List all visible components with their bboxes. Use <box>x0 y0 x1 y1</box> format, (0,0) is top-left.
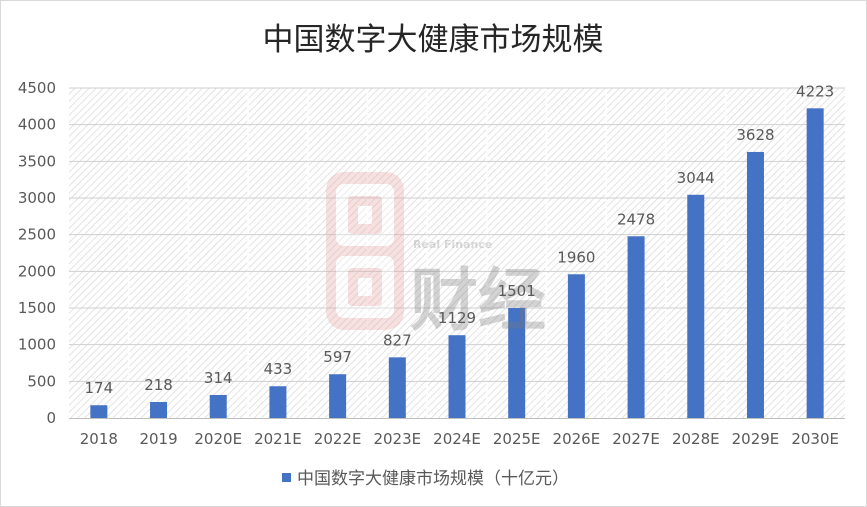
bar-2027e <box>627 236 645 418</box>
x-tick-label-2026e: 2026E <box>553 430 601 448</box>
chart-title: 中国数字大健康市场规模 <box>263 22 604 58</box>
y-tick-label-500: 500 <box>27 372 56 390</box>
x-tick-label-2027e: 2027E <box>612 430 660 448</box>
bar-2025e <box>508 307 526 418</box>
y-tick-label-1000: 1000 <box>18 336 56 354</box>
x-tick-label-2019: 2019 <box>139 430 177 448</box>
y-tick-label-0: 0 <box>46 409 56 427</box>
legend: 中国数字大健康市场规模（十亿元） <box>282 469 569 489</box>
bar-2020e <box>209 394 227 418</box>
data-label-2028e: 3044 <box>677 169 715 187</box>
x-tick-label-2029e: 2029E <box>732 430 780 448</box>
bar-2023e <box>388 357 406 418</box>
vertical-gridlines <box>127 88 787 418</box>
x-axis-tick-labels: 2018 2019 2020E 2021E 2022E 2023E 2024E 2025E 20… <box>80 430 839 448</box>
legend-swatch <box>282 473 291 482</box>
data-label-2024e: 1129 <box>438 309 476 327</box>
data-labels: 174 218 314 433 597 827 1129 1501 1960 2478 3044 36… <box>85 82 835 397</box>
x-tick-label-2021e: 2021E <box>254 430 302 448</box>
y-tick-label-4500: 4500 <box>18 79 56 97</box>
data-label-2029e: 3628 <box>736 126 774 144</box>
bar-series <box>90 108 824 419</box>
bar-2028e <box>687 194 705 418</box>
watermark-brand-en: Real Finance <box>413 238 492 251</box>
bar-2022e <box>329 374 347 418</box>
x-tick-label-2025e: 2025E <box>493 430 541 448</box>
watermark: Real Finance 财经 <box>326 172 546 341</box>
data-label-2026e: 1960 <box>557 248 595 266</box>
y-axis-tick-labels: 0 500 1000 1500 2000 2500 3000 3500 4000 4500 <box>18 79 56 427</box>
x-tick-label-2030e: 2030E <box>791 430 839 448</box>
bar-2029e <box>746 151 764 419</box>
data-label-2020e: 314 <box>204 369 233 387</box>
y-tick-label-3000: 3000 <box>18 189 56 207</box>
y-tick-label-3500: 3500 <box>18 152 56 170</box>
bar-2026e <box>567 274 585 418</box>
watermark-logo <box>326 172 404 330</box>
x-tick-label-2022e: 2022E <box>314 430 362 448</box>
bar-2024e <box>448 335 466 418</box>
bar-2021e <box>269 386 287 418</box>
x-tick-label-2020e: 2020E <box>194 430 242 448</box>
y-tick-label-2000: 2000 <box>18 262 56 280</box>
x-tick-label-2024e: 2024E <box>433 430 481 448</box>
y-tick-label-4000: 4000 <box>18 116 56 134</box>
data-label-2019: 218 <box>144 376 173 394</box>
data-label-2030e: 4223 <box>796 82 834 100</box>
watermark-brand-cn: 财经 <box>410 262 546 341</box>
data-label-2018: 174 <box>85 379 114 397</box>
x-tick-label-2023e: 2023E <box>373 430 421 448</box>
horizontal-gridlines <box>69 87 845 382</box>
x-tick-label-2028e: 2028E <box>672 430 720 448</box>
x-tick-label-2018: 2018 <box>80 430 118 448</box>
legend-label: 中国数字大健康市场规模（十亿元） <box>297 469 569 489</box>
y-tick-label-1500: 1500 <box>18 299 56 317</box>
data-label-2025e: 1501 <box>498 282 536 300</box>
bar-2019 <box>150 402 168 418</box>
y-tick-label-2500: 2500 <box>18 226 56 244</box>
bar-2018 <box>90 405 108 418</box>
data-label-2021e: 433 <box>264 360 293 378</box>
bar-2030e <box>806 108 824 419</box>
data-label-2023e: 827 <box>383 331 412 349</box>
data-label-2022e: 597 <box>323 348 352 366</box>
data-label-2027e: 2478 <box>617 210 655 228</box>
